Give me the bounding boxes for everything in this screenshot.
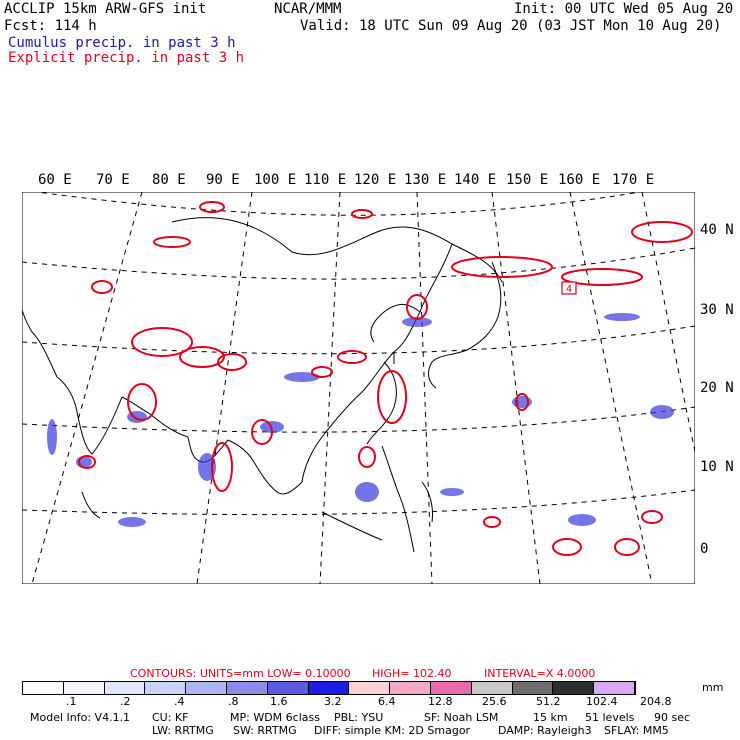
colorbar-tick: 6.4 [378,695,396,708]
explicit-precip [78,201,693,556]
colorbar-tick: 3.2 [324,695,342,708]
lon-label: 120 E [354,172,397,188]
colorbar-swatch [594,682,635,694]
lon-label: 110 E [304,172,347,188]
lon-label: 80 E [152,172,186,188]
max-marker: 4 [561,281,577,295]
colorbar-tick: 102.4 [586,695,618,708]
precip-map: 4 [22,192,695,584]
colorbar-tick: 1.6 [270,695,288,708]
lat-label: 40 N [700,222,734,238]
colorbar-tick: 12.8 [428,695,453,708]
mp-scheme: MP: WDM 6class [230,711,320,724]
colorbar-swatch [471,682,513,694]
colorbar-swatch [390,682,431,694]
colorbar-swatch [23,682,64,694]
legend-explicit: Explicit precip. in past 3 h [8,50,245,66]
sw-scheme: SW: RRTMG [233,724,297,737]
colorbar-swatch [512,682,554,694]
max-marker-label: 4 [566,284,572,295]
org-label: NCAR/MMM [274,1,342,17]
lon-label: 60 E [38,172,72,188]
contours-info: CONTOURS: UNITS=mm LOW= 0.10000 [130,667,351,680]
lon-label: 100 E [254,172,297,188]
colorbar-swatch [553,682,595,694]
lon-label: 150 E [506,172,549,188]
lon-label: 160 E [558,172,601,188]
colorbar-swatch [186,682,227,694]
diff-scheme: DIFF: simple KM: 2D Smagor [314,724,471,737]
lat-label: 0 [700,541,709,557]
lat-label: 10 N [700,459,734,475]
colorbar-tick: 25.6 [482,695,507,708]
colorbar-tick: .1 [66,695,77,708]
colorbar-unit: mm [702,681,724,694]
sf-scheme: SF: Noah LSM [424,711,499,724]
colorbar-tick: 204.8 [640,695,672,708]
colorbar-swatch [226,682,268,694]
graticule [22,192,695,584]
forecast-hour: Fcst: 114 h [4,18,97,34]
colorbar-swatch [145,682,187,694]
levels: 51 levels [585,711,635,724]
resolution: 15 km [533,711,568,724]
lw-scheme: LW: RRTMG [152,724,214,737]
model-version: Model Info: V4.1.1 [30,711,131,724]
timestep: 90 sec [654,711,691,724]
colorbar-tick: 51.2 [536,695,561,708]
colorbar-tick: .8 [228,695,239,708]
colorbar [22,681,636,695]
contours-interval: INTERVAL=X 4.0000 [484,667,596,680]
pbl-scheme: PBL: YSU [334,711,384,724]
sflay-scheme: SFLAY: MM5 [604,724,669,737]
colorbar-swatch [104,682,146,694]
init-time: Init: 00 UTC Wed 05 Aug 20 [514,1,734,17]
colorbar-swatch [430,682,472,694]
lon-label: 140 E [454,172,497,188]
lon-label: 70 E [96,172,130,188]
colorbar-swatch [267,682,309,694]
legend-cumulus: Cumulus precip. in past 3 h [8,35,236,51]
lon-label: 90 E [206,172,240,188]
cu-scheme: CU: KF [152,711,189,724]
lat-label: 20 N [700,380,734,396]
damp-scheme: DAMP: Rayleigh3 [498,724,592,737]
lat-label: 30 N [700,302,734,318]
lon-label: 170 E [612,172,655,188]
colorbar-tick: .4 [174,695,185,708]
colorbar-swatch [308,682,350,694]
product-title: ACCLIP 15km ARW-GFS init [4,1,207,17]
valid-time: Valid: 18 UTC Sun 09 Aug 20 (03 JST Mon … [300,18,722,34]
contours-high: HIGH= 102.40 [372,667,452,680]
colorbar-swatch [349,682,391,694]
colorbar-tick: .2 [120,695,131,708]
colorbar-swatch [63,682,105,694]
lon-label: 130 E [404,172,447,188]
